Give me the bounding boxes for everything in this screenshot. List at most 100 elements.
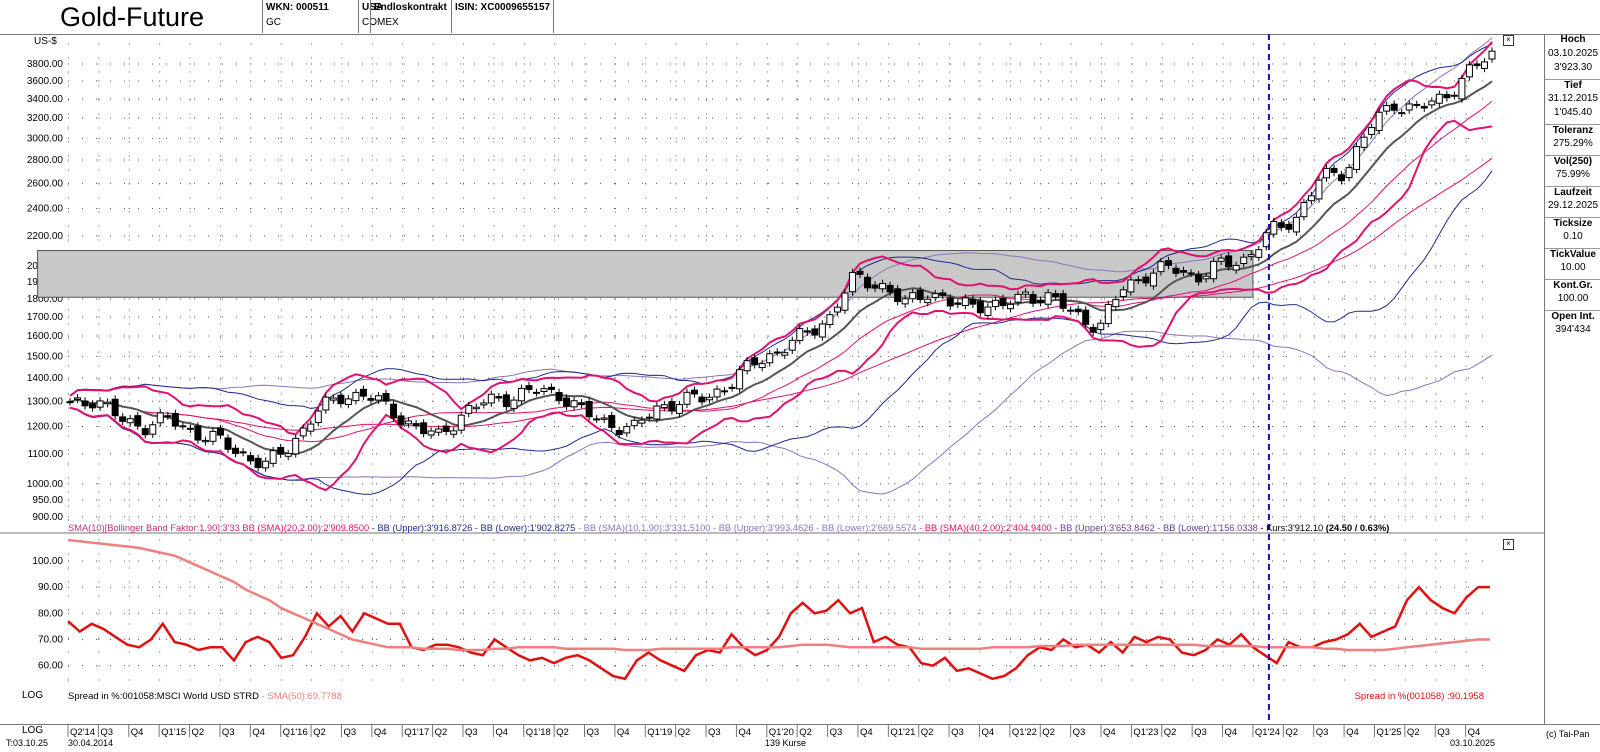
candle xyxy=(465,401,473,418)
x-tick-label: Q2 xyxy=(921,727,934,738)
candle xyxy=(1119,286,1127,301)
x-tick-label: Q2 xyxy=(435,727,448,738)
close-chart-icon[interactable]: × xyxy=(1503,35,1514,46)
y-tick-label: 100.00 xyxy=(32,556,63,567)
candle xyxy=(864,273,872,292)
candle xyxy=(1127,276,1135,296)
grid-dot-path xyxy=(68,43,1483,681)
candle xyxy=(1217,254,1225,266)
candle xyxy=(1089,323,1097,336)
candle xyxy=(1157,257,1165,276)
candle xyxy=(1300,198,1308,221)
candle xyxy=(104,398,112,408)
candle xyxy=(969,295,977,308)
sidebar-key: Ticksize xyxy=(1545,217,1600,229)
candle xyxy=(758,359,766,372)
candle xyxy=(623,422,631,437)
log-label-axis: LOG xyxy=(22,725,44,736)
candle xyxy=(570,396,578,411)
candle xyxy=(856,267,864,279)
candle xyxy=(736,365,744,393)
bb-sma-line xyxy=(69,80,1493,456)
candle xyxy=(495,392,503,402)
sidebar-key: Tief xyxy=(1545,79,1600,91)
candle xyxy=(224,434,232,454)
candle xyxy=(457,411,465,434)
candle xyxy=(1195,270,1203,286)
candle xyxy=(405,417,413,428)
y-tick-label: 2600.00 xyxy=(27,178,64,189)
candle xyxy=(1052,289,1060,301)
candle xyxy=(931,289,939,302)
candle xyxy=(532,388,540,397)
legend-part: - BB (SMA)(10,1.90):3'331.5100 - BB (Upp… xyxy=(575,523,916,533)
candle xyxy=(833,303,841,316)
x-tick-label: Q3 xyxy=(951,727,964,738)
x-tick-label: Q4 xyxy=(1468,727,1481,738)
sidebar-value: 275.29% xyxy=(1553,138,1593,149)
candle xyxy=(307,420,315,435)
candle xyxy=(1006,300,1014,313)
candle xyxy=(1368,123,1376,139)
isin-label: ISIN: XC0009655157 xyxy=(455,2,551,13)
candle xyxy=(976,297,984,317)
candle xyxy=(1450,91,1458,100)
candle xyxy=(1360,133,1368,152)
x-tick-label: Q1'22 xyxy=(1012,727,1037,738)
candle xyxy=(954,299,962,309)
candle xyxy=(713,385,721,401)
candle xyxy=(164,411,172,420)
candle xyxy=(999,294,1007,310)
x-tick-label: Q2 xyxy=(799,727,812,738)
candle xyxy=(247,451,255,465)
candle xyxy=(420,419,428,438)
x-tick-label: Q4 xyxy=(1225,727,1238,738)
candle xyxy=(254,454,262,472)
candle xyxy=(344,395,352,409)
candle xyxy=(1285,220,1293,234)
candle xyxy=(803,327,811,336)
legend-part: - BB (Upper):3'653.8462 - BB (Lower):1'1… xyxy=(1052,523,1258,533)
x-tick-label: Q4 xyxy=(1346,727,1359,738)
y-tick-label: 900.00 xyxy=(32,512,63,523)
candle xyxy=(96,397,104,411)
candle xyxy=(232,444,240,458)
x-tick-label: Q4 xyxy=(252,727,265,738)
candle xyxy=(435,425,443,437)
log-label-lower: LOG xyxy=(22,690,43,701)
contract-label: Endloskontrakt xyxy=(374,2,447,13)
isin-box: ISIN: XC0009655157 xyxy=(451,0,554,33)
y-tick-label: 3600.00 xyxy=(27,76,64,87)
instrument-title: Gold-Future xyxy=(60,2,205,32)
spread-sma-legend: - SMA(50):69.7788 xyxy=(259,691,342,702)
sidebar-value: 10.00 xyxy=(1560,262,1586,273)
spread-legend-name: Spread in %:001058:MSCI World USD STRD xyxy=(68,691,259,702)
candle xyxy=(781,348,789,359)
y-tick-label: 1600.00 xyxy=(27,331,64,342)
close-spread-icon[interactable]: × xyxy=(1503,539,1514,550)
candle xyxy=(796,324,804,345)
x-tick-label: Q1'25 xyxy=(1376,727,1401,738)
candle xyxy=(367,394,375,405)
candle xyxy=(1180,266,1188,277)
candle xyxy=(894,285,902,306)
legend-part: (24.50 / 0.63%) xyxy=(1326,523,1390,533)
candle xyxy=(1014,290,1022,306)
spread-sma-line xyxy=(67,538,1490,652)
candle xyxy=(149,420,157,438)
y-tick-label: 1700.00 xyxy=(27,312,64,323)
candle xyxy=(1202,272,1210,283)
candle xyxy=(1232,261,1240,274)
x-tick-label: Q3 xyxy=(587,727,600,738)
sidebar-value: 03.10.2025 xyxy=(1547,48,1599,59)
legend-part: - BB (SMA)(40,2.00):2'404.9400 xyxy=(917,523,1052,533)
sidebar-value: 75.99% xyxy=(1556,169,1590,180)
unit-label: US-$ xyxy=(34,36,57,47)
candle xyxy=(984,303,992,320)
y-tick-label: 1100.00 xyxy=(28,449,64,460)
x-tick-label: Q3 xyxy=(465,727,478,738)
candle xyxy=(540,384,548,396)
candle xyxy=(126,414,134,427)
candle xyxy=(608,411,616,432)
candle xyxy=(1029,290,1037,308)
